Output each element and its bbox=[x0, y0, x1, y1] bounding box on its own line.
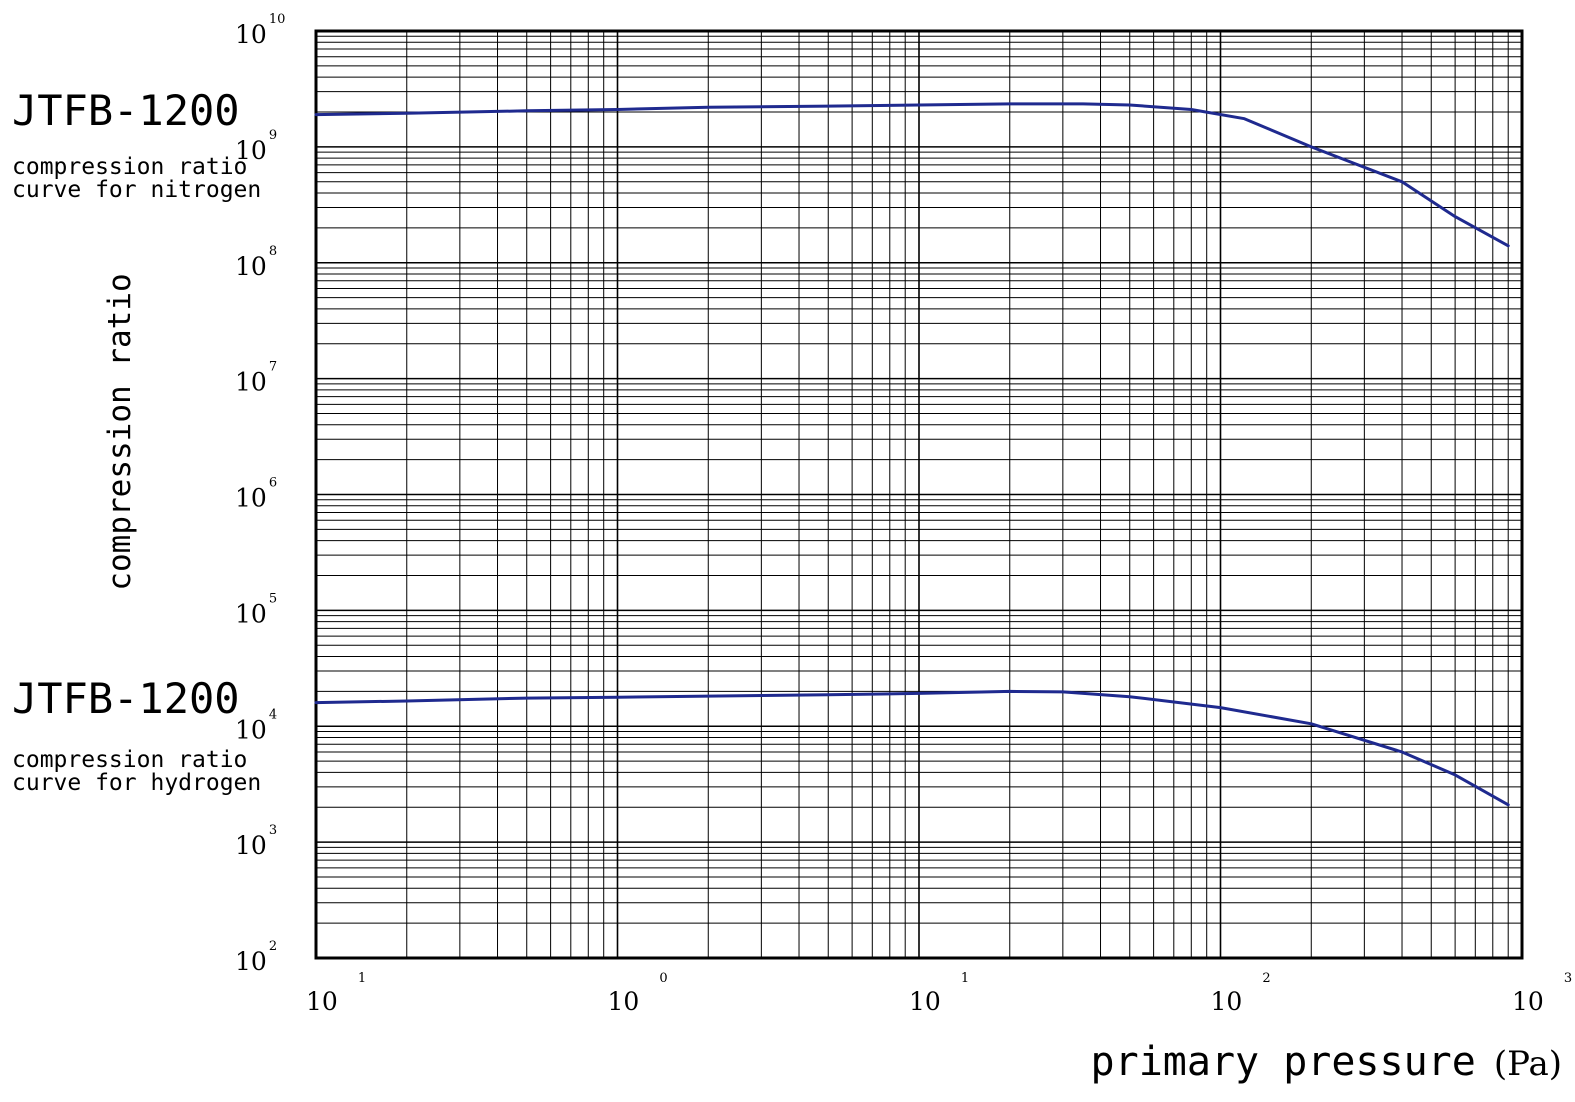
y-tick-label: 102 bbox=[235, 939, 277, 976]
y-tick-base: 10 bbox=[235, 599, 267, 628]
caption-line: curve for hydrogen bbox=[12, 770, 261, 796]
x-tick-exponent: 0 bbox=[659, 971, 667, 986]
series-line-nitrogen bbox=[314, 102, 1510, 248]
x-tick-base: 10 bbox=[909, 987, 941, 1016]
x-tick-base: 10 bbox=[306, 987, 338, 1016]
nitrogen-series-name: JTFB-1200 bbox=[12, 86, 240, 135]
y-tick-base: 10 bbox=[235, 484, 267, 513]
x-tick-label: 10 1 bbox=[306, 971, 366, 1016]
x-tick-exponent: 2 bbox=[1262, 971, 1270, 986]
grid bbox=[315, 31, 1522, 959]
y-tick-base: 10 bbox=[235, 136, 267, 165]
y-tick-label: 105 bbox=[235, 591, 277, 628]
hydrogen-series-caption: compression ratio curve for hydrogen bbox=[12, 747, 261, 796]
x-tick-exponent: 1 bbox=[961, 971, 969, 986]
x-tick-label: 10 0 bbox=[608, 971, 668, 1016]
y-tick-label: 106 bbox=[235, 476, 277, 513]
hydrogen-series-name: JTFB-1200 bbox=[12, 674, 240, 723]
y-tick-label: 107 bbox=[235, 360, 277, 397]
x-tick-base: 10 bbox=[1512, 987, 1544, 1016]
y-tick-exponent: 10 bbox=[269, 12, 286, 27]
plot-frame bbox=[314, 29, 1524, 960]
series-line-hydrogen bbox=[314, 689, 1510, 807]
x-axis-title: primary pressure bbox=[1091, 1039, 1476, 1085]
x-tick-base: 10 bbox=[1211, 987, 1243, 1016]
y-tick-base: 10 bbox=[235, 831, 267, 860]
caption-line: curve for nitrogen bbox=[12, 177, 261, 203]
x-axis-title-group: primary pressure (Pa) bbox=[1091, 1039, 1562, 1085]
y-tick-exponent: 3 bbox=[269, 823, 277, 838]
y-tick-label: 104 bbox=[235, 707, 277, 744]
x-tick-label: 10 1 bbox=[909, 971, 969, 1016]
y-tick-label: 103 bbox=[235, 823, 277, 860]
x-tick-exponent: 1 bbox=[358, 971, 366, 986]
y-tick-base: 10 bbox=[235, 20, 267, 49]
x-tick-base: 10 bbox=[608, 987, 640, 1016]
x-tick-labels: 10 1 10 0 10 1 10 2 10 3 bbox=[306, 971, 1572, 1016]
y-axis-title: compression ratio bbox=[102, 273, 138, 590]
y-tick-label: 108 bbox=[235, 244, 277, 281]
y-tick-base: 10 bbox=[235, 947, 267, 976]
x-tick-exponent: 3 bbox=[1564, 971, 1572, 986]
y-tick-exponent: 9 bbox=[269, 128, 277, 143]
curves bbox=[314, 102, 1510, 807]
y-tick-base: 10 bbox=[235, 368, 267, 397]
nitrogen-series-caption: compression ratio curve for nitrogen bbox=[12, 154, 261, 203]
y-tick-base: 10 bbox=[235, 252, 267, 281]
y-tick-exponent: 6 bbox=[269, 476, 277, 491]
y-tick-label: 1010 bbox=[235, 12, 285, 49]
x-tick-label: 10 3 bbox=[1512, 971, 1572, 1016]
y-tick-exponent: 7 bbox=[269, 360, 277, 375]
x-axis-unit: (Pa) bbox=[1494, 1044, 1562, 1084]
y-tick-exponent: 4 bbox=[269, 707, 277, 722]
caption-line: compression ratio bbox=[12, 154, 247, 180]
y-tick-label: 109 bbox=[235, 128, 277, 165]
y-tick-exponent: 5 bbox=[269, 591, 277, 606]
y-tick-exponent: 2 bbox=[269, 939, 277, 954]
x-tick-label: 10 2 bbox=[1211, 971, 1271, 1016]
y-tick-base: 10 bbox=[235, 715, 267, 744]
y-tick-exponent: 8 bbox=[269, 244, 277, 259]
caption-line: compression ratio bbox=[12, 747, 247, 773]
